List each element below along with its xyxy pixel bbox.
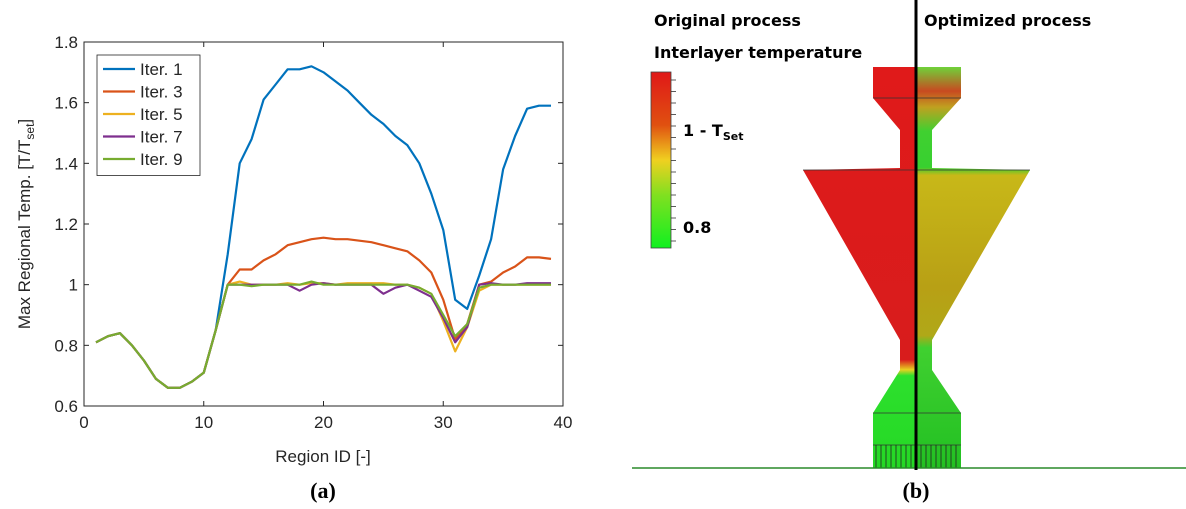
series-line <box>96 282 551 388</box>
colorbar-label: 0.8 <box>683 218 711 237</box>
y-axis-label: Max Regional Temp. [T/Tset] <box>15 119 37 329</box>
legend-label: Iter. 1 <box>140 60 183 79</box>
colorbar <box>651 72 671 248</box>
legend-label: Iter. 9 <box>140 150 183 169</box>
y-tick-label: 0.8 <box>54 336 78 355</box>
y-tick-label: 1.8 <box>54 33 78 52</box>
caption: (a) <box>310 478 336 503</box>
x-tick-label: 20 <box>314 413 333 432</box>
x-tick-label: 30 <box>434 413 453 432</box>
colorbar-label: 1 - TSet <box>683 121 743 143</box>
legend-label: Iter. 3 <box>140 83 183 102</box>
right-title: Optimized process <box>924 11 1091 30</box>
y-tick-label: 0.6 <box>54 397 78 416</box>
legend-label: Iter. 5 <box>140 105 183 124</box>
caption: (b) <box>903 478 930 503</box>
y-tick-label: 1.2 <box>54 215 78 234</box>
x-tick-label: 40 <box>554 413 573 432</box>
colorbar-ticks <box>671 80 676 241</box>
y-tick-label: 1.4 <box>54 154 78 173</box>
y-tick-label: 1 <box>69 276 78 295</box>
legend-label: Iter. 7 <box>140 128 183 147</box>
series-line <box>96 283 551 388</box>
series-line <box>96 282 551 388</box>
x-axis-label: Region ID [-] <box>275 447 370 466</box>
line-chart: Region ID [-] Max Regional Temp. [T/Tset… <box>15 33 572 466</box>
x-tick-label: 0 <box>79 413 88 432</box>
x-tick-label: 10 <box>194 413 213 432</box>
y-tick-label: 1.6 <box>54 94 78 113</box>
series-line <box>96 238 551 388</box>
left-title: Original process <box>654 11 801 30</box>
simulation-render: Original process Interlayer temperature … <box>632 0 1186 470</box>
left-subtitle: Interlayer temperature <box>654 43 862 62</box>
figure: Region ID [-] Max Regional Temp. [T/Tset… <box>0 0 1186 509</box>
